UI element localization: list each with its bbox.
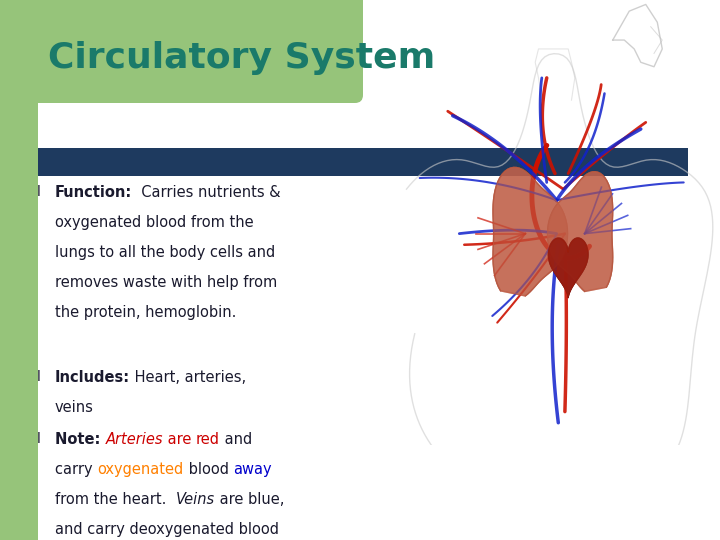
FancyBboxPatch shape xyxy=(0,0,363,103)
Text: Veins: Veins xyxy=(176,492,215,507)
Text: l: l xyxy=(37,432,41,446)
Polygon shape xyxy=(493,167,567,296)
Text: red: red xyxy=(196,432,220,447)
Text: Circulatory System: Circulatory System xyxy=(48,41,436,75)
Text: Carries nutrients &: Carries nutrients & xyxy=(132,185,281,200)
Polygon shape xyxy=(549,238,588,298)
Text: from the heart.: from the heart. xyxy=(55,492,176,507)
Text: Heart, arteries,: Heart, arteries, xyxy=(130,370,246,385)
Text: the protein, hemoglobin.: the protein, hemoglobin. xyxy=(55,305,236,320)
Text: Includes:: Includes: xyxy=(55,370,130,385)
Circle shape xyxy=(38,148,66,176)
Text: carry: carry xyxy=(55,462,97,477)
Polygon shape xyxy=(549,238,588,298)
Text: removes waste with help from: removes waste with help from xyxy=(55,275,277,290)
Circle shape xyxy=(660,148,688,176)
Text: oxygenated: oxygenated xyxy=(97,462,184,477)
Polygon shape xyxy=(548,172,613,292)
Text: l: l xyxy=(37,370,41,384)
Text: oxygenated blood from the: oxygenated blood from the xyxy=(55,215,253,230)
Text: are blue,: are blue, xyxy=(215,492,284,507)
Text: lungs to all the body cells and: lungs to all the body cells and xyxy=(55,245,275,260)
Bar xyxy=(0,0,38,540)
Text: are: are xyxy=(163,432,196,447)
Text: Arteries: Arteries xyxy=(106,432,163,447)
Text: l: l xyxy=(37,185,41,199)
Text: blood: blood xyxy=(184,462,233,477)
Text: Function:: Function: xyxy=(55,185,132,200)
Text: Note:: Note: xyxy=(55,432,106,447)
Polygon shape xyxy=(548,172,613,292)
Polygon shape xyxy=(493,167,567,296)
Polygon shape xyxy=(549,238,588,298)
Text: and carry deoxygenated blood: and carry deoxygenated blood xyxy=(55,522,279,537)
Bar xyxy=(390,95,720,540)
Text: and: and xyxy=(220,432,252,447)
Text: veins: veins xyxy=(55,400,94,415)
Bar xyxy=(38,148,688,176)
Text: away: away xyxy=(233,462,271,477)
